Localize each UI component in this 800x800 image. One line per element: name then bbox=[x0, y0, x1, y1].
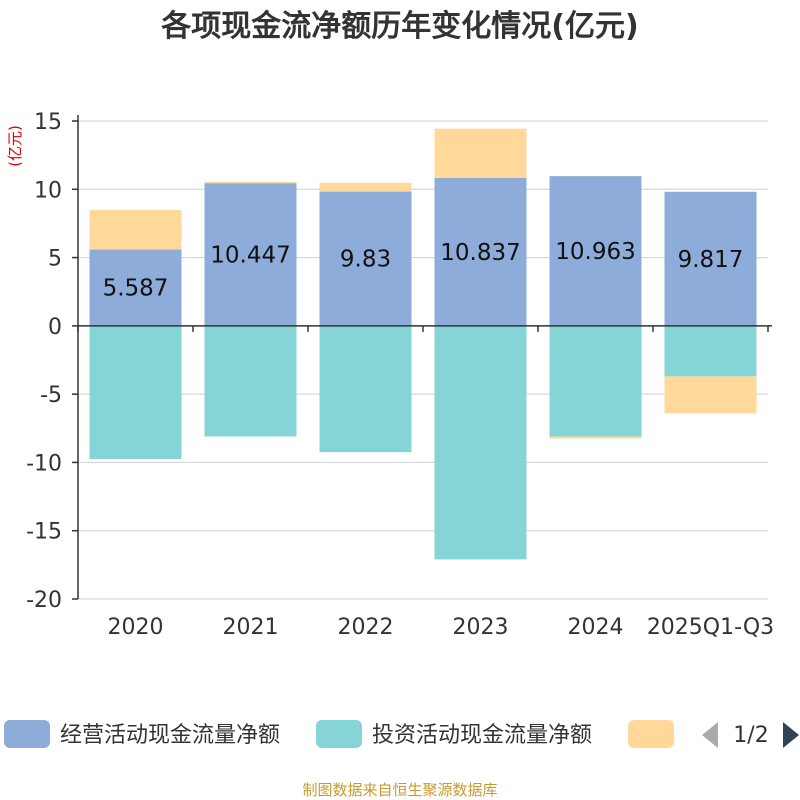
y-tick-label: -20 bbox=[26, 588, 62, 613]
bar-series3-2022 bbox=[319, 182, 412, 192]
legend-swatch bbox=[628, 720, 674, 748]
bar-series2-2025Q1-Q3 bbox=[664, 325, 757, 377]
gridlines bbox=[78, 120, 768, 600]
bar-series1-2025Q1-Q3 bbox=[664, 191, 757, 326]
x-tick-label: 2022 bbox=[338, 615, 394, 640]
bar-series1-2022 bbox=[319, 191, 412, 326]
y-tick-label: -5 bbox=[40, 383, 62, 408]
chart-title: 各项现金流净额历年变化情况(亿元) bbox=[160, 9, 638, 44]
bar-series3-2020 bbox=[89, 209, 182, 250]
x-tick-label: 2024 bbox=[568, 615, 624, 640]
axes: 15 10 5 0 -5 -10 -15 -20 2020 2021 2022 2023 2024 202… bbox=[26, 110, 774, 640]
legend-item-2[interactable]: 投资活动现金流量净额 bbox=[316, 720, 592, 748]
legend-prev-icon[interactable] bbox=[702, 722, 718, 748]
data-label-2023: 10.837 bbox=[440, 240, 520, 266]
data-label-2025Q1-Q3: 9.817 bbox=[678, 247, 744, 273]
data-label-2020: 5.587 bbox=[103, 276, 169, 302]
x-tick-label: 2025Q1-Q3 bbox=[647, 615, 774, 640]
legend-item-1[interactable]: 经营活动现金流量净额 bbox=[4, 720, 280, 748]
legend-page-indicator: 1/2 bbox=[733, 723, 768, 748]
bar-series2-2024 bbox=[549, 325, 642, 437]
legend-next-icon[interactable] bbox=[783, 722, 799, 748]
bar-series2-2023 bbox=[434, 325, 527, 560]
bar-series3-2023 bbox=[434, 128, 527, 178]
legend-item-3[interactable] bbox=[628, 720, 674, 748]
bars bbox=[89, 128, 757, 560]
legend: 经营活动现金流量净额 投资活动现金流量净额 1/2 bbox=[4, 720, 799, 748]
data-source-note: 制图数据来自恒生聚源数据库 bbox=[302, 781, 497, 799]
x-tick-label: 2023 bbox=[453, 615, 509, 640]
y-tick-label: -10 bbox=[26, 451, 62, 476]
y-tick-label: 0 bbox=[48, 315, 62, 340]
y-tick-label: 10 bbox=[34, 178, 62, 203]
x-tick-label: 2020 bbox=[108, 615, 164, 640]
legend-label: 经营活动现金流量净额 bbox=[60, 723, 280, 748]
y-tick-label: 15 bbox=[34, 110, 62, 135]
data-labels: 5.587 10.447 9.83 10.837 10.963 9.817 bbox=[103, 239, 744, 302]
bar-series1-2023 bbox=[434, 177, 527, 326]
bar-series3-2021 bbox=[204, 181, 297, 184]
legend-swatch bbox=[316, 720, 362, 748]
bar-series2-2020 bbox=[89, 325, 182, 460]
bar-series3-2025Q1-Q3 bbox=[664, 376, 757, 414]
legend-swatch bbox=[4, 720, 50, 748]
bar-series2-2021 bbox=[204, 325, 297, 437]
y-tick-label: 5 bbox=[48, 247, 62, 272]
bar-series1-2024 bbox=[549, 176, 642, 326]
data-label-2022: 9.83 bbox=[340, 247, 391, 273]
x-tick-label: 2021 bbox=[223, 615, 279, 640]
legend-label: 投资活动现金流量净额 bbox=[372, 723, 592, 748]
bar-series3-2024 bbox=[549, 436, 642, 439]
y-tick-label: -15 bbox=[26, 520, 62, 545]
data-label-2024: 10.963 bbox=[555, 239, 635, 265]
y-axis-unit-label: (亿元) bbox=[6, 125, 24, 167]
bar-series1-2020 bbox=[89, 249, 182, 326]
bar-series2-2022 bbox=[319, 325, 412, 453]
bar-series1-2021 bbox=[204, 183, 297, 326]
data-label-2021: 10.447 bbox=[210, 243, 290, 269]
